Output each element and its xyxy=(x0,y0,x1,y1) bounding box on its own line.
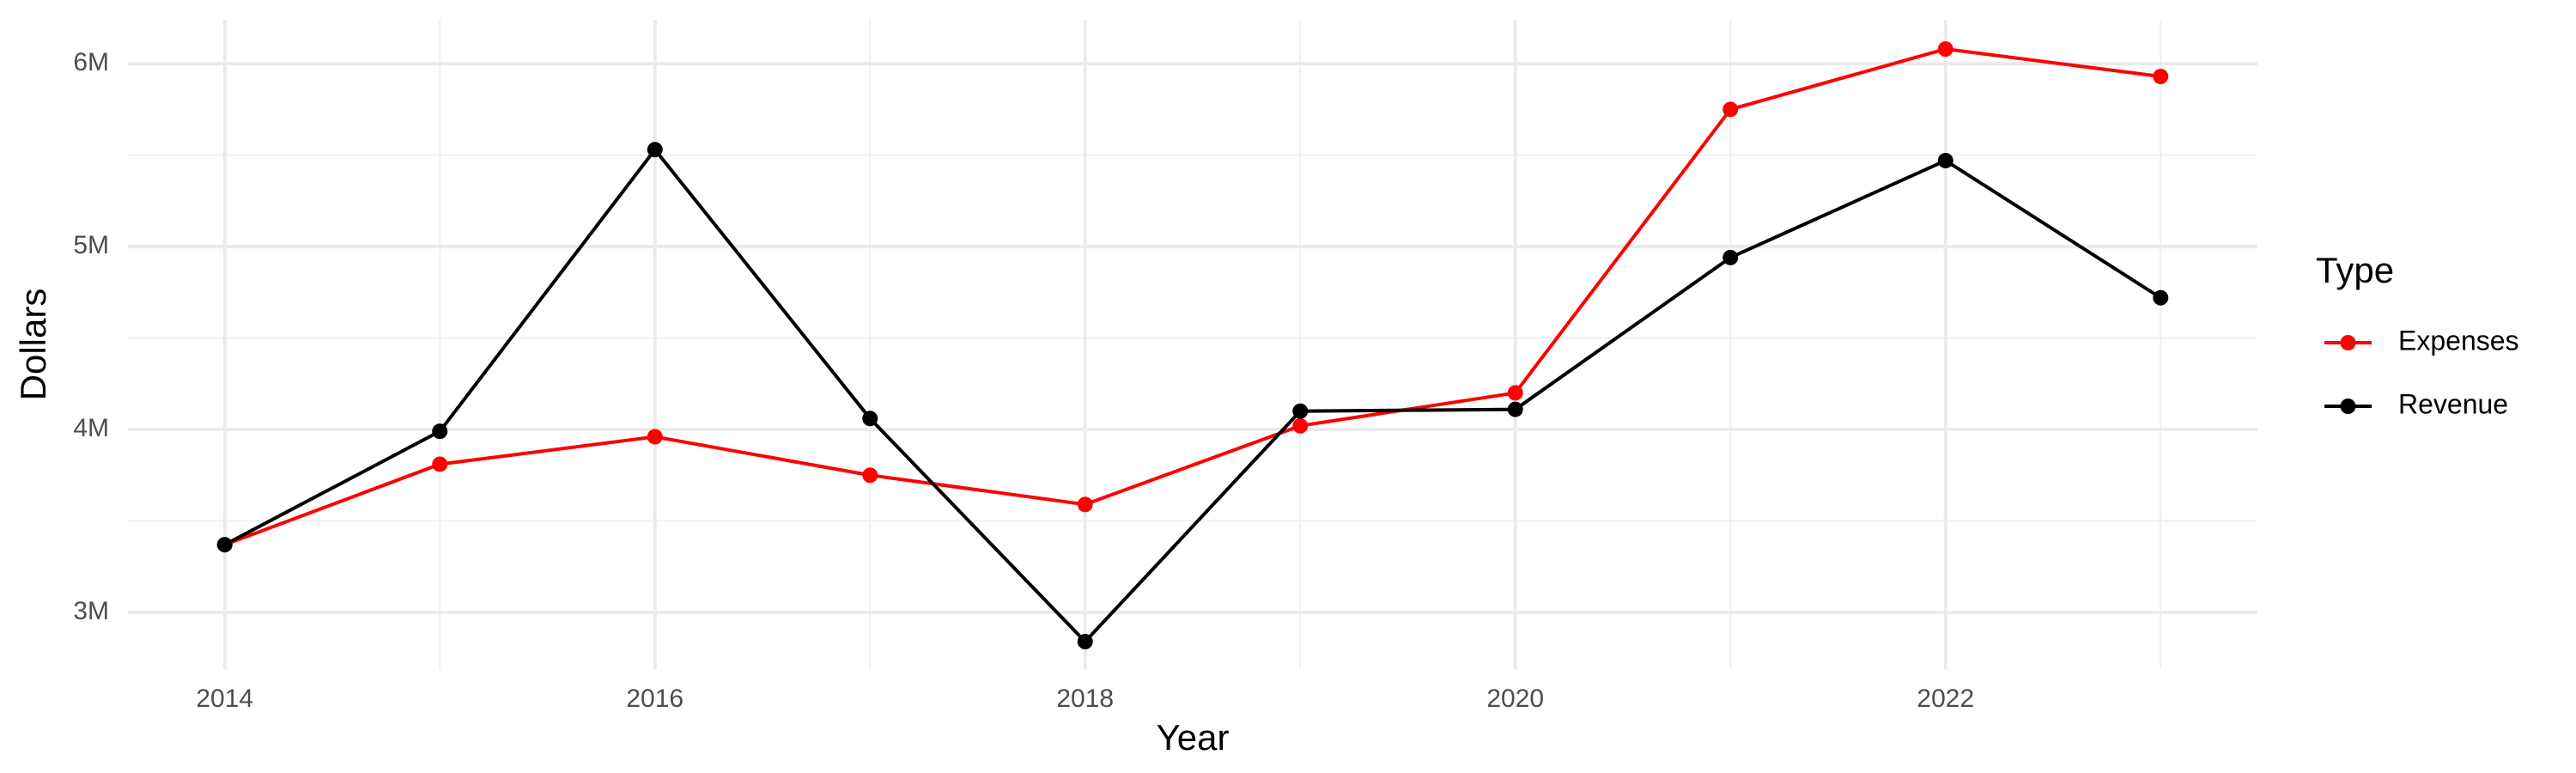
x-axis-title: Year xyxy=(1157,717,1230,758)
y-tick-label: 3M xyxy=(73,597,109,625)
y-tick-label: 5M xyxy=(73,231,109,259)
data-point xyxy=(1507,401,1523,417)
y-axis-title: Dollars xyxy=(13,289,53,401)
legend-marker xyxy=(2340,335,2356,350)
data-point xyxy=(647,142,663,158)
data-point xyxy=(1722,249,1739,265)
y-tick-label: 4M xyxy=(73,414,109,442)
legend-marker xyxy=(2340,399,2356,414)
data-point xyxy=(432,456,448,472)
data-point xyxy=(647,429,663,445)
data-point xyxy=(1937,152,1953,168)
data-point xyxy=(1507,385,1523,401)
y-tick-label: 6M xyxy=(73,48,109,76)
data-point xyxy=(1937,41,1953,58)
data-point xyxy=(2153,289,2169,306)
series-line xyxy=(223,146,2162,644)
data-point xyxy=(1292,417,1309,434)
data-point xyxy=(2153,69,2169,85)
data-point xyxy=(1292,403,1309,419)
legend-label: Revenue xyxy=(2398,388,2508,419)
data-point xyxy=(862,467,878,484)
legend-label: Expenses xyxy=(2398,325,2519,356)
x-tick-label: 2016 xyxy=(626,685,683,713)
data-point xyxy=(1077,496,1093,513)
data-point xyxy=(1722,101,1739,118)
x-tick-label: 2020 xyxy=(1486,685,1544,713)
data-point xyxy=(432,423,448,440)
data-point xyxy=(1077,634,1093,650)
data-point xyxy=(216,537,233,553)
data-point xyxy=(862,411,878,427)
x-tick-label: 2022 xyxy=(1917,685,1974,713)
x-tick-label: 2018 xyxy=(1056,685,1114,713)
grid xyxy=(128,20,2257,669)
series-line xyxy=(224,47,2161,547)
x-tick-label: 2014 xyxy=(196,685,253,713)
legend-title: Type xyxy=(2316,250,2394,290)
